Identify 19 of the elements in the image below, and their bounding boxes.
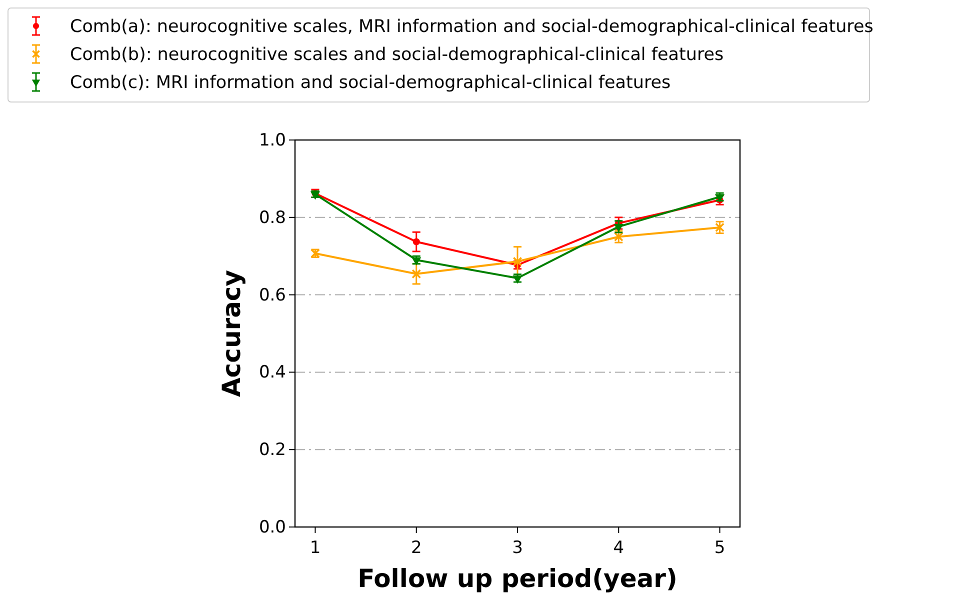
x-tick-label: 4	[613, 538, 624, 558]
y-tick-label: 0.8	[258, 208, 286, 228]
x-axis-title: Follow up period(year)	[358, 564, 678, 593]
y-tick-label: 0.6	[258, 285, 286, 306]
x-tick-label: 2	[410, 538, 422, 558]
y-axis-title: Accuracy	[217, 270, 246, 398]
y-tick-label: 1.0	[258, 130, 286, 150]
point	[412, 238, 420, 246]
x-tick-label: 3	[512, 538, 523, 558]
legend-label: Comb(a): neurocognitive scales, MRI information and social-demographical-clinical features	[70, 17, 874, 37]
point	[512, 256, 522, 266]
y-tick-label: 0.2	[258, 440, 286, 460]
legend-label: Comb(b): neurocognitive scales and social-demographical-clinical features	[70, 45, 724, 65]
x-tick-label: 5	[714, 538, 726, 558]
y-tick-label: 0.0	[258, 517, 286, 538]
point	[412, 269, 422, 279]
x-tick-label: 1	[310, 538, 321, 558]
legend-label: Comb(c): MRI information and social-demographical-clinical features	[70, 73, 671, 93]
y-tick-label: 0.4	[258, 362, 286, 383]
